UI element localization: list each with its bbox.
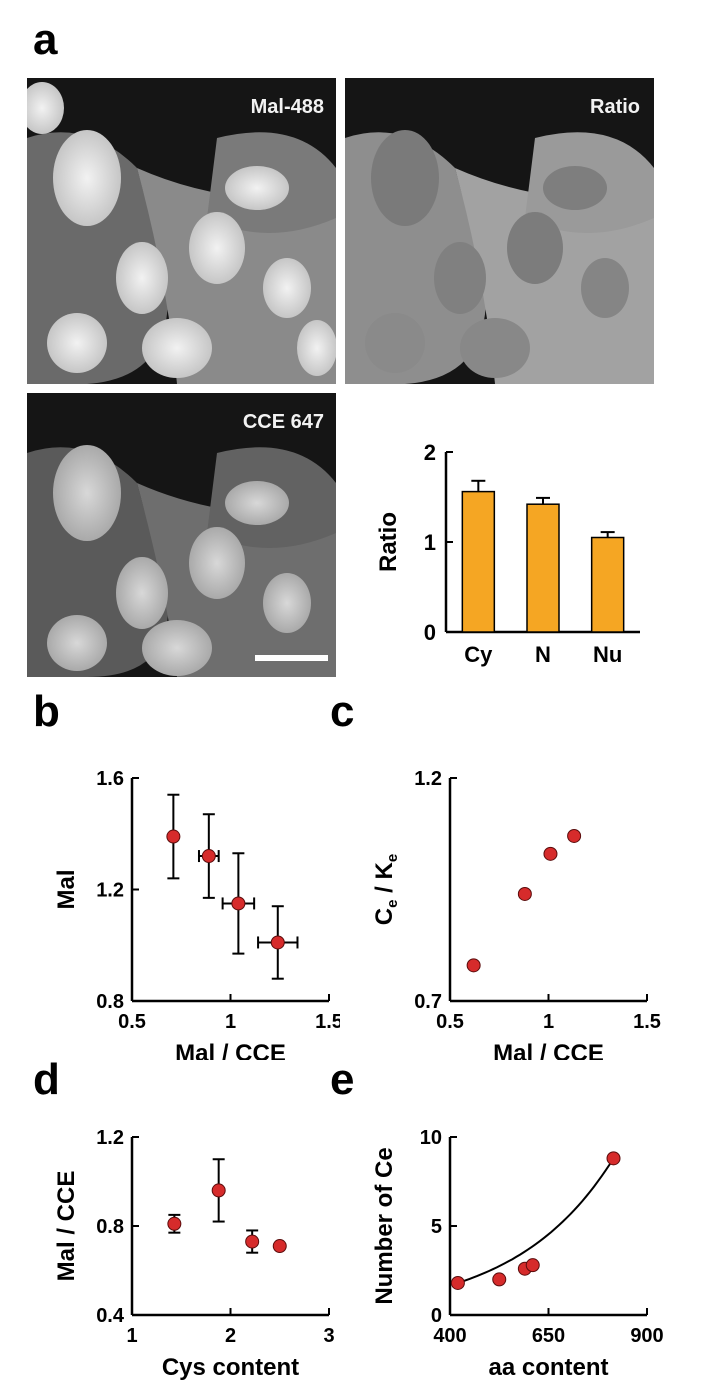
- y-axis-label: Ratio: [375, 512, 402, 572]
- panel-letter-b: b: [33, 687, 60, 736]
- x-tick-label: 0.5: [118, 1011, 146, 1033]
- y-axis-label: Mal / CCE: [53, 1171, 80, 1282]
- micrograph-ratio-cells: [345, 78, 654, 384]
- data-point: [166, 829, 181, 844]
- y-tick-label: 5: [431, 1216, 442, 1238]
- y-tick-label: 1.2: [414, 768, 442, 790]
- micrograph-mal-488-cells: [27, 78, 336, 384]
- x-tick-label: 650: [532, 1325, 565, 1347]
- x-tick-label: 3: [323, 1325, 334, 1347]
- data-point: [492, 1272, 507, 1287]
- panel-letter-c: c: [330, 687, 355, 736]
- data-point: [606, 1151, 621, 1166]
- x-tick-label: 1: [543, 1011, 554, 1033]
- y-tick-label: 0: [431, 1305, 442, 1327]
- data-point: [245, 1234, 260, 1249]
- data-point: [525, 1258, 540, 1273]
- bar-n: [526, 503, 560, 633]
- y-tick-label: 10: [420, 1127, 442, 1149]
- data-point: [272, 1239, 287, 1254]
- x-tick-label: Nu: [593, 642, 622, 667]
- micrograph-cce-647-cells: [27, 393, 336, 677]
- data-point: [201, 849, 216, 864]
- fit-curve: [457, 1157, 615, 1284]
- y-tick-label: 1.2: [96, 880, 124, 902]
- y-tick-label: 0.8: [96, 991, 124, 1013]
- data-point: [466, 958, 481, 973]
- scatter-plot-d: 1 2 3 0.4 0.8 1.2 Cys content Mal / CCE: [40, 1105, 340, 1385]
- x-axis-label: Mal / CCE: [493, 1040, 604, 1060]
- data-point: [211, 1183, 226, 1198]
- y-tick-label: 0.7: [414, 991, 442, 1013]
- x-axis-label: Mal / CCE: [175, 1040, 286, 1060]
- data-point: [231, 896, 246, 911]
- x-tick-label: Cy: [464, 642, 493, 667]
- y-axis-label: Number of Ce: [371, 1147, 398, 1304]
- x-tick-label: 400: [433, 1325, 466, 1347]
- scatter-plot-e-svg: 400 650 900 0 5 10 aa content Number of Ce: [371, 1127, 664, 1381]
- data-point: [543, 846, 558, 861]
- x-axis-label: Cys content: [162, 1354, 299, 1381]
- scatter-plot-b: 0.5 1 1.5 0.8 1.2 1.6 Mal / CCE Mal: [40, 740, 343, 1067]
- micrograph-label: Mal-488: [250, 96, 324, 118]
- scale-bar: [255, 655, 328, 661]
- y-tick-label: 0: [424, 620, 436, 645]
- panel-letter-a: a: [33, 15, 58, 64]
- micrograph-label: CCE 647: [242, 411, 324, 433]
- y-tick-label: 0.4: [96, 1305, 125, 1327]
- micrograph-cce-647: CCE 647: [27, 393, 336, 677]
- scatter-plot-b-svg: 0.5 1 1.5 0.8 1.2 1.6 Mal / CCE Mal: [53, 768, 343, 1067]
- panel-letter-d: d: [33, 1055, 60, 1104]
- y-tick-label: 2: [424, 440, 436, 465]
- y-tick-label: 1: [424, 530, 436, 555]
- x-tick-label: 1: [126, 1325, 137, 1347]
- bar-nu: [590, 536, 625, 633]
- y-tick-label: 1.6: [96, 768, 124, 790]
- ratio-bar-chart-svg: 0 1 2 Cy N Nu Ratio: [375, 440, 640, 667]
- y-tick-label: 0.8: [96, 1216, 124, 1238]
- data-point: [517, 886, 532, 901]
- micrograph-mal-488: Mal-488: [27, 78, 336, 384]
- bar-cy: [461, 490, 496, 633]
- scatter-plot-d-svg: 1 2 3 0.4 0.8 1.2 Cys content Mal / CCE: [53, 1127, 335, 1381]
- ratio-bar-chart: 0 1 2 Cy N Nu Ratio: [350, 430, 670, 680]
- y-axis-label: Ce / Ke: [371, 854, 401, 925]
- micrograph-ratio: Ratio: [345, 78, 654, 384]
- data-point: [450, 1275, 465, 1290]
- x-tick-label: N: [535, 642, 551, 667]
- x-tick-label: 2: [225, 1325, 236, 1347]
- data-point: [270, 935, 285, 950]
- scatter-plot-c: 0.5 1 1.5 0.7 1.2 Mal / CCE Ce / Ke: [350, 740, 670, 1067]
- x-tick-label: 1.5: [315, 1011, 340, 1033]
- micrograph-label: Ratio: [590, 96, 640, 118]
- data-point: [167, 1216, 182, 1231]
- scatter-plot-e: 400 650 900 0 5 10 aa content Number of Ce: [350, 1105, 670, 1385]
- x-axis-label: aa content: [488, 1354, 608, 1381]
- x-tick-label: 1.5: [633, 1011, 661, 1033]
- x-tick-label: 900: [630, 1325, 663, 1347]
- panel-letter-e: e: [330, 1055, 355, 1104]
- data-point: [567, 828, 582, 843]
- y-axis-label: Mal: [53, 869, 80, 909]
- y-tick-label: 1.2: [96, 1127, 124, 1149]
- x-tick-label: 1: [225, 1011, 236, 1033]
- scatter-plot-c-svg: 0.5 1 1.5 0.7 1.2 Mal / CCE Ce / Ke: [371, 768, 661, 1067]
- x-tick-label: 0.5: [436, 1011, 464, 1033]
